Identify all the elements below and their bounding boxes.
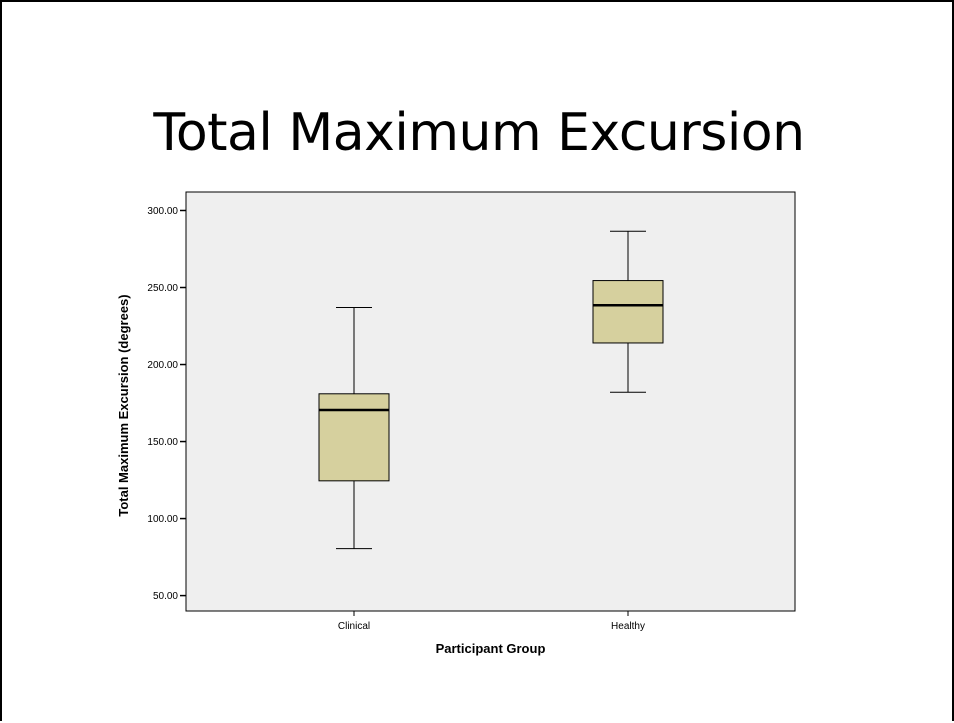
x-axis-title: Participant Group bbox=[436, 641, 546, 656]
x-tick-label: Healthy bbox=[611, 621, 645, 632]
slide-title: Total Maximum Excursion bbox=[153, 103, 805, 163]
iqr-box bbox=[318, 393, 390, 482]
y-tick-label: 50.00 bbox=[153, 591, 178, 602]
y-tick-label: 250.00 bbox=[147, 283, 178, 294]
y-axis: 50.00 100.00 150.00 200.00 250.00 300.00 bbox=[147, 206, 186, 602]
y-tick-label: 150.00 bbox=[147, 437, 178, 448]
y-tick-label: 200.00 bbox=[147, 360, 178, 371]
y-tick-label: 300.00 bbox=[147, 206, 178, 217]
x-axis: Clinical Healthy bbox=[338, 611, 645, 632]
plot-area bbox=[185, 191, 796, 612]
y-axis-title: Total Maximum Excursion (degrees) bbox=[116, 294, 131, 516]
box-healthy bbox=[592, 230, 664, 393]
box-clinical bbox=[318, 307, 390, 550]
boxes bbox=[318, 230, 664, 550]
y-tick-label: 100.00 bbox=[147, 514, 178, 525]
iqr-box bbox=[592, 280, 664, 344]
x-tick-label: Clinical bbox=[338, 621, 370, 632]
